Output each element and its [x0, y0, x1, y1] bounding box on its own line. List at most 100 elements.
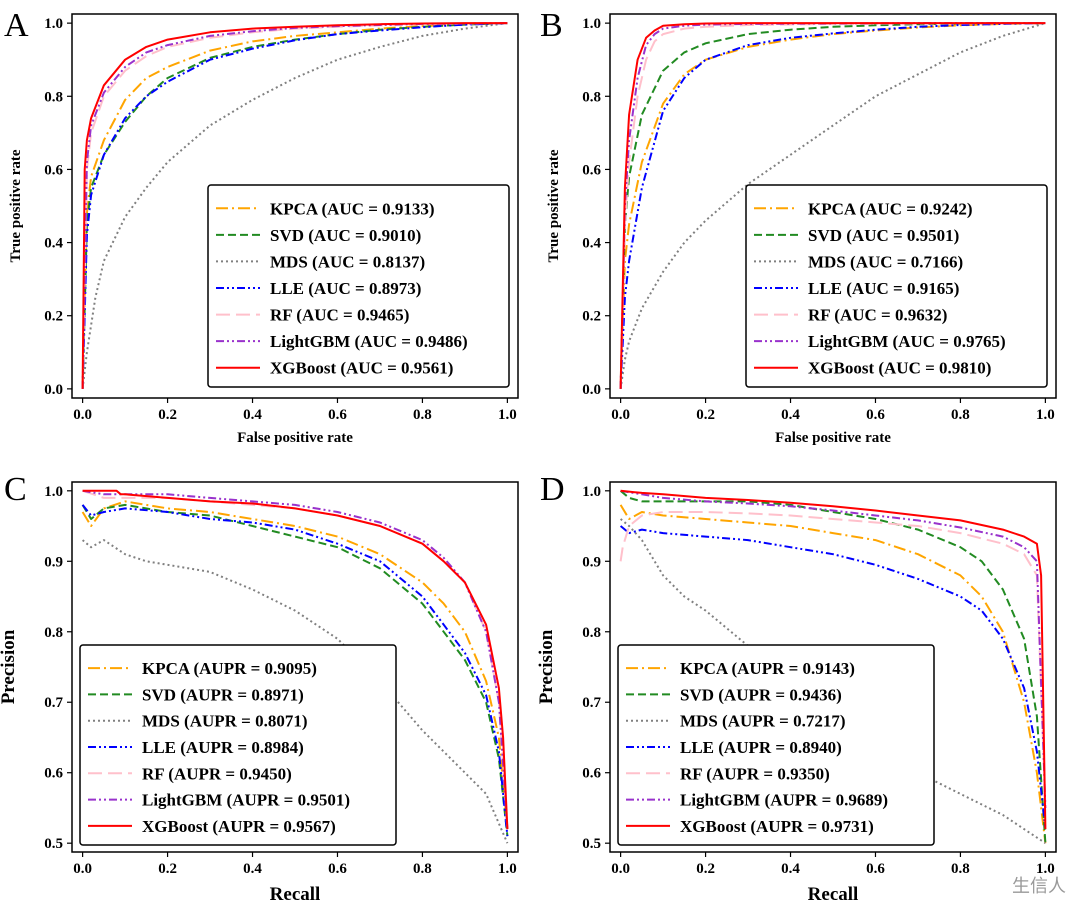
legend-label-xgboost: XGBoost (AUPR = 0.9567): [142, 817, 336, 836]
series-line-mds: [619, 22, 1046, 390]
series-line-lle: [81, 504, 509, 837]
x-axis-title: False positive rate: [775, 430, 891, 446]
legend-label-kpca: KPCA (AUC = 0.9242): [808, 199, 973, 218]
y-tick-label: 0.0: [582, 382, 601, 398]
legend-label-rf: RF (AUC = 0.9632): [808, 306, 947, 325]
panel-a: A 0.0 0.2 0.4 0.6 0.8 1.0 0.0 0.2 0.4 0.6 0.8 1.0 Fal…: [4, 7, 519, 446]
axes-frame: [71, 481, 519, 853]
x-tick-label: 0.2: [158, 861, 177, 877]
panel-letter: D: [540, 471, 565, 508]
y-tick-label: 1.0: [44, 16, 63, 32]
series-line-kpca: [619, 504, 1047, 844]
y-tick-label: 1.0: [582, 484, 601, 500]
legend-label-svd: SVD (AUPR = 0.8971): [142, 685, 304, 704]
legend: KPCA (AUC = 0.9133) SVD (AUC = 0.9010) MDS…: [207, 184, 510, 388]
legend-label-lle: LLE (AUPR = 0.8984): [142, 738, 304, 757]
series-line-lle: [81, 22, 508, 389]
axes-frame: [71, 13, 519, 399]
x-tick-label: 0.2: [696, 407, 715, 423]
series-line-rf: [619, 511, 1047, 809]
x-axis-title: Recall: [808, 884, 859, 905]
y-tick-label: 0.6: [582, 162, 601, 178]
panel-b: B 0.0 0.2 0.4 0.6 0.8 1.0 0.0 0.2 0.4 0.6 0.8 1.0 Fal…: [540, 7, 1057, 446]
watermark: 生信人: [1012, 876, 1066, 897]
series-line-xgboost: [82, 489, 509, 830]
series-line-lightgbm: [82, 489, 509, 830]
y-tick-label: 0.7: [44, 695, 63, 711]
legend-label-mds: MDS (AUC = 0.7166): [808, 252, 963, 271]
y-tick-label: 0.5: [44, 836, 63, 852]
x-tick-label: 0.4: [243, 861, 262, 877]
y-tick-label: 1.0: [44, 484, 63, 500]
y-tick-label: 0.9: [44, 554, 63, 570]
y-tick-label: 0.7: [582, 695, 601, 711]
y-tick-label: 0.8: [582, 89, 601, 105]
x-tick-label: 1.0: [1036, 861, 1055, 877]
x-tick-label: 0.2: [696, 861, 715, 877]
series-line-kpca: [81, 500, 509, 830]
legend-label-kpca: KPCA (AUPR = 0.9095): [142, 659, 317, 678]
x-tick-label: 0.6: [866, 407, 885, 423]
legend-label-lle: LLE (AUC = 0.9165): [808, 279, 959, 298]
panel-letter: B: [540, 7, 563, 44]
series-line-lightgbm: [620, 489, 1047, 809]
legend-label-lle: LLE (AUPR = 0.8940): [680, 738, 842, 757]
legend: KPCA (AUPR = 0.9143) SVD (AUPR = 0.9436) M…: [617, 644, 935, 846]
series-line-lightgbm: [619, 22, 1046, 389]
y-tick-label: 0.6: [44, 162, 63, 178]
legend: KPCA (AUC = 0.9242) SVD (AUC = 0.9501) MDS…: [745, 184, 1048, 388]
series-line-xgboost: [619, 22, 1046, 389]
series-line-svd: [619, 490, 1047, 844]
y-tick-label: 0.8: [582, 625, 601, 641]
series-line-lle: [619, 22, 1046, 389]
legend-label-lightgbm: LightGBM (AUC = 0.9765): [808, 332, 1006, 351]
legend-label-rf: RF (AUC = 0.9465): [270, 306, 409, 325]
y-tick-label: 0.9: [582, 554, 601, 570]
x-tick-label: 0.8: [951, 407, 970, 423]
series-line-svd: [81, 503, 509, 837]
legend-label-lightgbm: LightGBM (AUPR = 0.9501): [142, 791, 350, 810]
y-tick-label: 0.0: [44, 382, 63, 398]
legend: KPCA (AUPR = 0.9095) SVD (AUPR = 0.8971) M…: [79, 644, 397, 846]
legend-box: [745, 184, 1048, 388]
legend-box: [207, 184, 510, 388]
x-tick-label: 0.0: [73, 861, 92, 877]
x-tick-label: 0.4: [781, 861, 800, 877]
y-tick-label: 0.4: [582, 236, 601, 252]
legend-box: [79, 644, 397, 846]
legend-label-lle: LLE (AUC = 0.8973): [270, 279, 421, 298]
x-tick-label: 0.6: [328, 407, 347, 423]
x-tick-label: 0.8: [413, 861, 432, 877]
series-line-xgboost: [620, 489, 1047, 830]
legend-label-lightgbm: LightGBM (AUPR = 0.9689): [680, 791, 888, 810]
legend-label-svd: SVD (AUPR = 0.9436): [680, 685, 842, 704]
x-axis-title: False positive rate: [237, 430, 353, 446]
legend-label-kpca: KPCA (AUPR = 0.9143): [680, 659, 855, 678]
x-tick-label: 0.6: [328, 861, 347, 877]
y-tick-label: 0.4: [44, 236, 63, 252]
x-tick-label: 0.4: [781, 407, 800, 423]
y-tick-label: 0.6: [44, 766, 63, 782]
series-line-lightgbm: [81, 22, 508, 389]
y-tick-label: 0.6: [582, 766, 601, 782]
x-tick-label: 1.0: [498, 407, 517, 423]
legend-label-xgboost: XGBoost (AUC = 0.9810): [808, 359, 991, 378]
y-tick-label: 0.8: [44, 89, 63, 105]
x-tick-label: 1.0: [1036, 407, 1055, 423]
y-axis-title: Precision: [536, 629, 557, 704]
legend-label-lightgbm: LightGBM (AUC = 0.9486): [270, 332, 468, 351]
x-tick-label: 0.8: [413, 407, 432, 423]
axes-frame: [609, 481, 1057, 853]
x-axis-title: Recall: [270, 884, 321, 905]
legend-label-svd: SVD (AUC = 0.9010): [270, 226, 421, 245]
series-line-rf: [81, 22, 508, 389]
y-axis-title: True positive rate: [546, 149, 562, 262]
y-tick-label: 0.2: [44, 309, 63, 325]
legend-label-kpca: KPCA (AUC = 0.9133): [270, 199, 435, 218]
y-tick-label: 0.8: [44, 625, 63, 641]
legend-box: [617, 644, 935, 846]
legend-label-mds: MDS (AUPR = 0.8071): [142, 712, 308, 731]
legend-label-xgboost: XGBoost (AUC = 0.9561): [270, 359, 453, 378]
series-line-xgboost: [81, 22, 508, 389]
series-line-mds: [81, 22, 508, 390]
